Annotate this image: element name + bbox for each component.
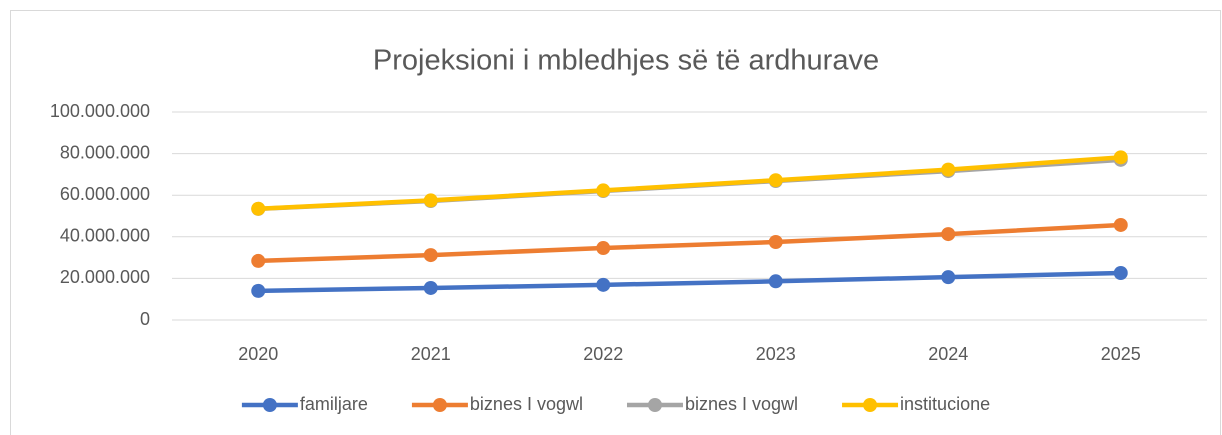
x-tick-label: 2024 (928, 344, 968, 364)
data-point (1113, 265, 1128, 280)
series-line (256, 222, 1123, 264)
legend-label: biznes I vogwl (470, 394, 583, 414)
series-line (256, 270, 1123, 294)
legend-marker (262, 398, 277, 412)
data-point (1113, 150, 1128, 165)
y-tick-label: 80.000.000 (60, 142, 150, 162)
data-point (423, 248, 438, 263)
legend-marker (432, 398, 447, 412)
x-tick-label: 2023 (756, 344, 796, 364)
y-tick-label: 0 (140, 309, 150, 329)
data-point (423, 280, 438, 295)
y-tick-label: 40.000.000 (60, 226, 150, 246)
legend-label: institucione (900, 394, 990, 414)
x-tick-label: 2020 (238, 344, 278, 364)
data-point (251, 283, 266, 298)
x-tick-label: 2021 (411, 344, 451, 364)
y-tick-label: 60.000.000 (60, 184, 150, 204)
y-tick-label: 100.000.000 (50, 101, 150, 121)
data-point (1113, 217, 1128, 232)
legend-item: institucione (842, 394, 990, 414)
legend-item: biznes I vogwl (411, 394, 583, 414)
series-line (256, 155, 1123, 211)
x-tick-label: 2025 (1101, 344, 1141, 364)
chart-border (10, 10, 1221, 435)
data-point (596, 183, 611, 198)
data-point (941, 227, 956, 242)
data-point (941, 270, 956, 285)
legend-item: biznes I vogwl (626, 394, 798, 414)
legend-item: familjare (241, 394, 368, 414)
legend-label: biznes I vogwl (685, 394, 798, 414)
data-point (596, 241, 611, 256)
legend-marker (863, 398, 878, 412)
legend-marker (647, 398, 662, 412)
y-tick-label: 20.000.000 (60, 267, 150, 287)
x-tick-label: 2022 (583, 344, 623, 364)
data-point (596, 277, 611, 292)
data-point (768, 274, 783, 289)
data-point (941, 162, 956, 177)
data-point (251, 201, 266, 216)
chart-title: Projeksioni i mbledhjes së të ardhurave (373, 45, 879, 77)
data-point (251, 253, 266, 268)
data-point (423, 193, 438, 208)
data-point (768, 235, 783, 249)
legend-label: familjare (300, 394, 368, 414)
data-point (768, 173, 783, 188)
